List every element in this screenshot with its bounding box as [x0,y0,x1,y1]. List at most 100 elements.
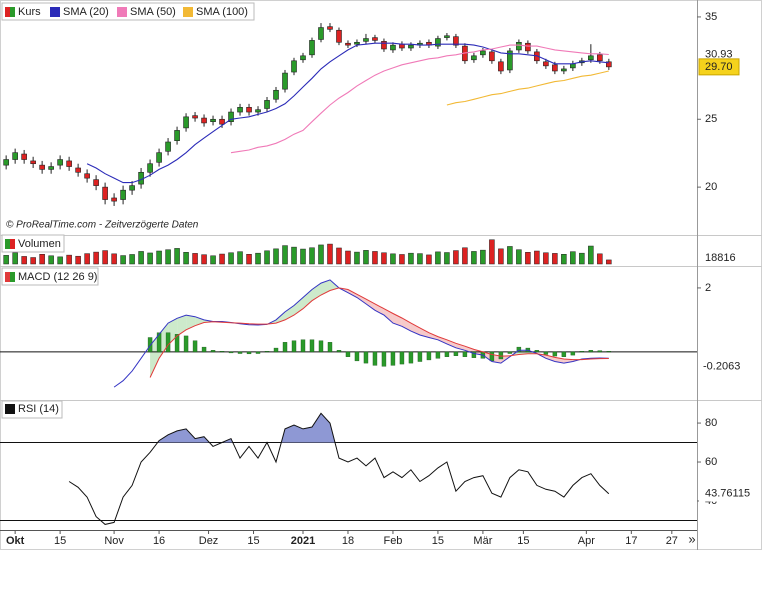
candle-body [336,29,342,43]
macd-fill [392,313,402,327]
x-tick-label: 17 [625,535,637,547]
candle-body [444,35,450,38]
candle-body [264,100,270,109]
volume-bar [156,250,162,265]
legend-box [1,400,63,419]
macd-histogram-bar [156,332,162,353]
candle-body [525,42,531,52]
candle-body [480,50,486,56]
volume-bar [111,253,117,265]
volume-bar [408,252,414,265]
macd-histogram-bar [552,351,558,357]
volume-bar [264,250,270,265]
volume-bar [246,254,252,265]
candle-body [363,38,369,42]
x-tick-label: 2021 [291,535,315,547]
volume-bar [309,247,315,265]
macd-histogram-bar [489,351,495,362]
volume-bar [228,252,234,265]
macd-fill [329,279,339,291]
legend-icon [183,7,193,17]
volume-bar [102,250,108,265]
volume-bar [570,251,576,265]
legend-label: MACD (12 26 9) [18,271,97,283]
candle-body [552,64,558,72]
macd-fill [302,289,312,309]
volume-bar [282,245,288,265]
candle-body [372,37,378,41]
candle-body [606,61,612,68]
candle-body [147,163,153,173]
macd-fill [285,305,295,320]
volume-bar [147,252,153,265]
last-price-box [698,58,740,76]
candle-body [489,51,495,62]
candle-body [507,50,513,71]
macd-histogram-bar [282,342,288,353]
volume-bar [165,249,171,265]
last-price-label: 29.70 [705,61,733,73]
candle-body [111,197,117,202]
candle-body [543,61,549,67]
volume-bar [588,245,594,265]
candle-body [165,141,171,152]
volume-bar [39,254,45,265]
macd-histogram-bar [291,340,297,353]
macd-fill [150,334,160,378]
rsi-value-box [699,485,757,502]
volume-bar [426,254,432,265]
volume-bar [57,256,63,265]
candle-body [435,38,441,47]
macd-fill [374,303,384,316]
legend-icon [10,272,15,282]
volume-bar [471,251,477,265]
volume-bar [345,250,351,265]
volume-bar [75,255,81,265]
volume-bar [255,252,261,265]
x-tick-label: 15 [247,535,259,547]
macd-histogram-bar [597,350,603,353]
candle-body [3,159,9,166]
macd-histogram-bar [345,351,351,357]
x-tick-label: Dez [199,535,219,547]
x-tick-label: Apr [578,535,595,547]
macd-histogram-bar [534,350,540,353]
macd-histogram-bar [183,335,189,353]
volume-bar [174,248,180,265]
macd-histogram-bar [273,347,279,353]
volume-bar [30,257,36,265]
candle-body [174,130,180,141]
legend-label: SMA (100) [196,6,248,18]
candle-body [30,160,36,165]
signal-value-label: -0.2063 [703,360,740,372]
volume-bar [363,250,369,265]
macd-histogram-bar [210,350,216,353]
legend-icon [5,239,10,249]
candle-body [570,63,576,69]
rsi-value-label: 43.76115 [705,488,750,500]
candle-body [327,26,333,30]
macd-histogram-bar [516,346,522,353]
volume-bar [300,248,306,265]
signal-line [149,287,609,378]
macd-histogram-bar [462,351,468,357]
candle-body [219,118,225,125]
volume-bar [21,256,27,265]
volume-bar [12,252,18,265]
legend-box [1,234,65,253]
volume-bar [183,252,189,265]
x-tick-label: Okt [6,535,25,547]
candle-body [84,173,90,179]
sma-line [86,42,609,184]
frame [0,0,762,550]
volume-bar [606,259,612,265]
x-tick-label: 15 [432,535,444,547]
rsi-line [68,412,610,525]
macd-fill [347,289,357,298]
macd-histogram-bar [147,337,153,353]
scroll-button[interactable]: » [688,531,695,546]
candle-body [318,27,324,40]
sma-line [446,70,609,106]
candle-body [102,186,108,200]
volume-bar [201,254,207,265]
